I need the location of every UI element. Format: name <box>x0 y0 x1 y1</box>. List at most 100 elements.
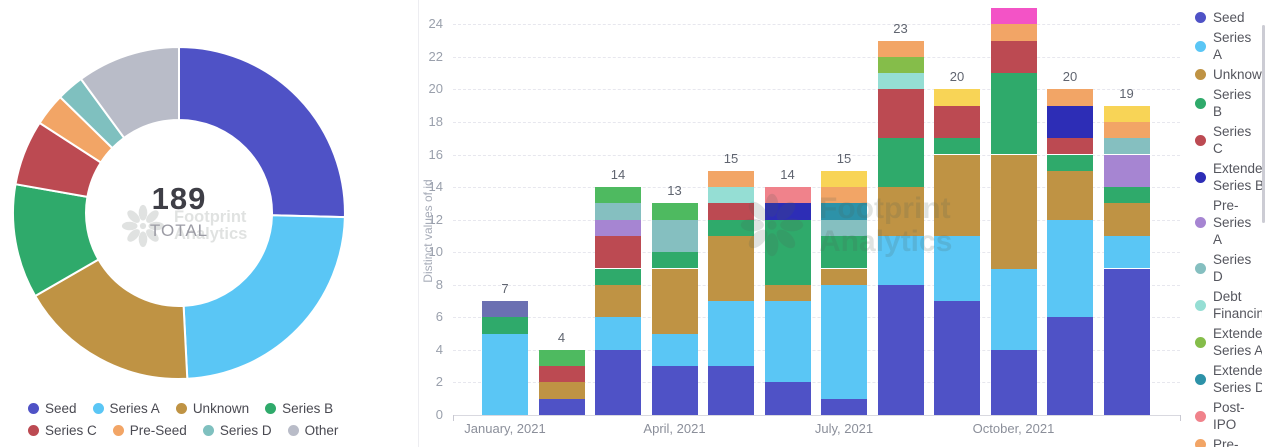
donut-legend-item-series-b[interactable]: Series B <box>265 401 333 416</box>
bar-segment-mar-2021-unlabeled-green[interactable] <box>595 187 641 204</box>
bar-segment-may-2021-debt-financing[interactable] <box>708 187 754 204</box>
bar-segment-nov-2021-seed[interactable] <box>1047 317 1093 415</box>
bar-segment-nov-2021-series-a[interactable] <box>1047 219 1093 318</box>
bar-segment-feb-2021-unlabeled-green[interactable] <box>538 349 585 367</box>
bar-segment-aug-2021-series-a[interactable] <box>877 235 924 285</box>
bar-segment-oct-2021-series-b[interactable] <box>990 73 1037 155</box>
bar-segment-sep-2021-series-c[interactable] <box>934 105 980 139</box>
bar-segment-apr-2021-series-a[interactable] <box>651 333 698 367</box>
bar-segment-dec-2021-pre-seed[interactable] <box>1103 122 1150 139</box>
bar-segment-mar-2021-unknown[interactable] <box>595 284 641 318</box>
legend-item-pre-truncated[interactable]: Pre- <box>1195 436 1262 447</box>
bar-segment-may-2021-pre-seed[interactable] <box>708 170 754 188</box>
bar-segment-may-2021-series-a[interactable] <box>708 301 754 367</box>
legend-item-post-ipo[interactable]: Post- IPO <box>1195 399 1262 433</box>
legend-item-unknown[interactable]: Unknown <box>1195 66 1262 83</box>
bar-segment-aug-2021-series-c[interactable] <box>877 89 924 139</box>
bar-segment-oct-2021-series-a[interactable] <box>990 268 1037 350</box>
bar-segment-dec-2021-seed[interactable] <box>1103 268 1150 415</box>
legend-item-extended-series-b[interactable]: ExtendedSeries B <box>1195 160 1262 194</box>
bar-segment-dec-2021-pre-series-a[interactable] <box>1103 154 1150 188</box>
bar-segment-jun-2021-series-a[interactable] <box>764 301 811 383</box>
bar-segment-mar-2021-pre-series-a[interactable] <box>595 219 641 236</box>
bar-segment-may-2021-seed[interactable] <box>708 366 754 415</box>
bar-segment-nov-2021-unknown[interactable] <box>1047 170 1093 220</box>
bar-segment-nov-2021-series-c[interactable] <box>1047 138 1093 155</box>
donut-slice-seed[interactable] <box>178 46 346 219</box>
bar-segment-jul-2021-series-b[interactable] <box>821 235 867 269</box>
bar-segment-apr-2021-unlabeled-green[interactable] <box>651 203 698 220</box>
bar-segment-jan-2021-series-a[interactable] <box>482 333 528 415</box>
bar-segment-feb-2021-series-c[interactable] <box>538 366 585 383</box>
donut-legend-item-series-d[interactable]: Series D <box>202 423 272 438</box>
bar-segment-jul-2021-seed[interactable] <box>821 398 867 415</box>
bar-segment-nov-2021-series-b[interactable] <box>1047 154 1093 171</box>
bar-segment-jul-2021-series-a[interactable] <box>821 284 867 399</box>
bar-segment-jul-2021-unknown[interactable] <box>821 268 867 285</box>
bar-segment-apr-2021-seed[interactable] <box>651 366 698 415</box>
bar-segment-aug-2021-debt-financing[interactable] <box>877 73 924 90</box>
bar-segment-dec-2021-series-a[interactable] <box>1103 235 1150 269</box>
bar-segment-dec-2021-series-b[interactable] <box>1103 187 1150 204</box>
bar-segment-jun-2021-post-ipo[interactable] <box>764 187 811 204</box>
bar-segment-apr-2021-series-d[interactable] <box>651 219 698 253</box>
bar-segment-sep-2021-unlabeled-yellow[interactable] <box>934 89 980 106</box>
bar-segment-oct-2021-seed[interactable] <box>990 349 1037 415</box>
legend-item-series-a[interactable]: Series A <box>1195 29 1262 63</box>
legend-item-extended-series-d[interactable]: ExtendedSeries D <box>1195 362 1262 396</box>
bar-segment-aug-2021-pre-seed[interactable] <box>877 40 924 57</box>
bar-segment-sep-2021-series-a[interactable] <box>934 235 980 301</box>
bar-segment-may-2021-series-b[interactable] <box>708 219 754 236</box>
bar-segment-aug-2021-unknown[interactable] <box>877 187 924 236</box>
bar-segment-sep-2021-series-b[interactable] <box>934 138 980 155</box>
donut-legend-item-series-c[interactable]: Series C <box>28 423 97 438</box>
bar-segment-dec-2021-series-d[interactable] <box>1103 138 1150 155</box>
bar-segment-jun-2021-seed[interactable] <box>764 382 811 415</box>
bar-segment-apr-2021-unknown[interactable] <box>651 268 698 334</box>
bar-segment-mar-2021-series-c[interactable] <box>595 235 641 269</box>
bar-segment-oct-2021-unknown[interactable] <box>990 154 1037 269</box>
bar-segment-feb-2021-seed[interactable] <box>538 398 585 415</box>
bar-segment-mar-2021-seed[interactable] <box>595 349 641 415</box>
bar-segment-jun-2021-unknown[interactable] <box>764 284 811 302</box>
bar-segment-may-2021-unknown[interactable] <box>708 235 754 301</box>
bar-segment-jun-2021-extended-series-b[interactable] <box>764 203 811 220</box>
bar-segment-nov-2021-extended-series-b[interactable] <box>1047 105 1093 139</box>
legend-item-pre-series-a[interactable]: Pre- Series A <box>1195 197 1262 248</box>
bar-segment-jan-2021-series-b[interactable] <box>482 317 528 334</box>
donut-slice-series-a[interactable] <box>182 214 346 380</box>
bar-segment-nov-2021-pre-seed[interactable] <box>1047 89 1093 106</box>
bar-segment-aug-2021-seed[interactable] <box>877 284 924 415</box>
donut-legend-item-unknown[interactable]: Unknown <box>175 401 249 416</box>
bar-segment-mar-2021-series-b[interactable] <box>595 268 641 285</box>
donut-slice-other[interactable] <box>80 46 180 139</box>
bar-segment-aug-2021-series-b[interactable] <box>877 138 924 187</box>
donut-legend-item-other[interactable]: Other <box>287 423 338 438</box>
bar-segment-jul-2021-series-d[interactable] <box>821 219 867 236</box>
bar-segment-jan-2021-unlabeled-slate[interactable] <box>482 301 528 318</box>
legend-item-series-d[interactable]: Series D <box>1195 251 1262 285</box>
bar-segment-dec-2021-unknown[interactable] <box>1103 203 1150 236</box>
bar-segment-oct-2021-unlabeled-magenta[interactable] <box>990 8 1037 25</box>
bar-segment-aug-2021-extended-series-a[interactable] <box>877 56 924 74</box>
bar-segment-sep-2021-unknown[interactable] <box>934 154 980 236</box>
donut-legend-item-pre-seed[interactable]: Pre-Seed <box>112 423 187 438</box>
bar-segment-dec-2021-unlabeled-yellow[interactable] <box>1103 105 1150 122</box>
bar-segment-oct-2021-series-c[interactable] <box>990 40 1037 74</box>
legend-item-extended-series-a[interactable]: ExtendedSeries A <box>1195 325 1262 359</box>
bar-segment-may-2021-series-c[interactable] <box>708 203 754 220</box>
legend-item-seed[interactable]: Seed <box>1195 9 1262 26</box>
bar-segment-mar-2021-series-d[interactable] <box>595 203 641 220</box>
bar-segment-jul-2021-extended-series-d[interactable] <box>821 203 867 220</box>
bar-segment-sep-2021-seed[interactable] <box>934 301 980 415</box>
bar-segment-jun-2021-series-b[interactable] <box>764 219 811 285</box>
legend-item-debt-financing[interactable]: DebtFinancing <box>1195 288 1262 322</box>
bar-segment-jul-2021-unlabeled-yellow[interactable] <box>821 170 867 188</box>
bar-segment-oct-2021-pre-seed[interactable] <box>990 24 1037 41</box>
legend-scrollbar[interactable] <box>1262 25 1265 223</box>
bar-segment-apr-2021-series-b[interactable] <box>651 252 698 269</box>
legend-item-series-b[interactable]: Series B <box>1195 86 1262 120</box>
legend-item-series-c[interactable]: Series C <box>1195 123 1262 157</box>
bar-segment-feb-2021-unknown[interactable] <box>538 382 585 399</box>
bar-segment-jul-2021-pre-seed[interactable] <box>821 187 867 204</box>
